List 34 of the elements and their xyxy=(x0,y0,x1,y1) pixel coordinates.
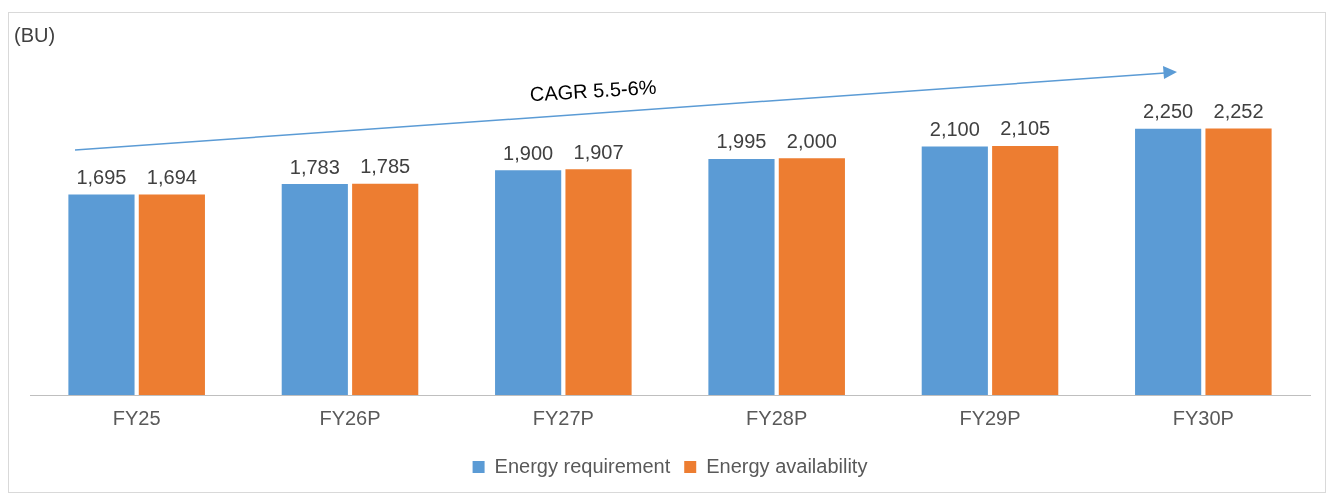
x-tick-label: FY28P xyxy=(746,406,808,429)
bar xyxy=(708,158,775,395)
bar xyxy=(281,184,348,395)
bar xyxy=(495,170,562,395)
data-label: 1,783 xyxy=(289,155,340,178)
data-label: 2,000 xyxy=(786,129,837,152)
x-tick-label: FY25 xyxy=(112,406,161,429)
data-label: 1,695 xyxy=(76,165,127,188)
bar xyxy=(138,194,205,395)
bar xyxy=(1205,128,1272,395)
data-label: 1,785 xyxy=(360,155,411,178)
data-label: 2,252 xyxy=(1213,100,1264,123)
data-label: 1,694 xyxy=(146,166,197,189)
bar xyxy=(68,194,135,395)
legend-label: Energy availability xyxy=(706,454,868,477)
data-label: 1,995 xyxy=(716,130,767,153)
y-axis-title: (BU) xyxy=(14,23,56,46)
x-tick-label: FY27P xyxy=(532,406,594,429)
data-label: 2,105 xyxy=(1000,117,1051,140)
x-tick-label: FY30P xyxy=(1172,406,1234,429)
data-label: 2,100 xyxy=(929,118,980,141)
bar xyxy=(921,146,988,395)
bar xyxy=(1135,128,1202,395)
data-label: 2,250 xyxy=(1143,100,1194,123)
bar xyxy=(352,183,419,395)
data-label: 1,900 xyxy=(503,141,554,164)
data-label: 1,907 xyxy=(573,140,624,163)
text: CAGR 5.5-6% xyxy=(529,75,658,106)
x-tick-label: FY29P xyxy=(959,406,1021,429)
x-tick-label: FY26P xyxy=(319,406,381,429)
legend-label: Energy requirement xyxy=(494,454,671,477)
bar xyxy=(778,158,845,395)
bar xyxy=(565,169,632,395)
bar xyxy=(992,145,1059,395)
